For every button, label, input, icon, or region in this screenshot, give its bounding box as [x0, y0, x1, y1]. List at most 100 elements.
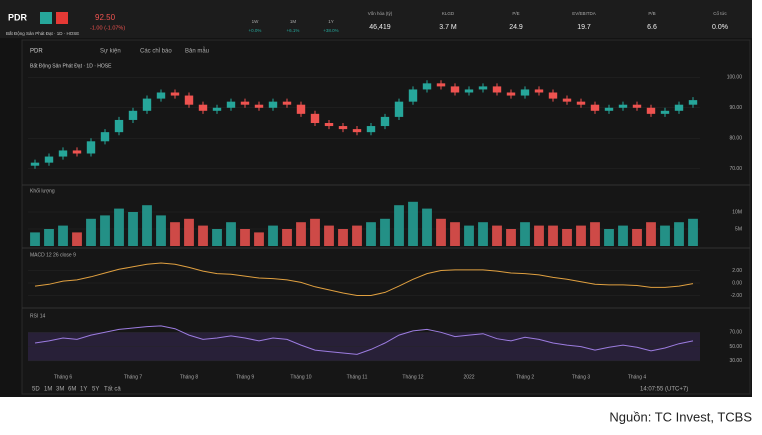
candle-body	[324, 123, 334, 127]
volume-bar	[184, 218, 194, 246]
volume-bar	[128, 212, 138, 246]
stat-label: EV/EBITDA	[572, 11, 596, 16]
candle-body	[72, 150, 82, 154]
volume-bar	[590, 222, 600, 246]
toolbar-item[interactable]: Các chỉ báo	[140, 48, 172, 55]
candle-body	[436, 83, 446, 87]
candle-body	[170, 92, 180, 96]
volume-bar	[450, 222, 460, 246]
source: Nguồn: TC Invest, TCBS	[609, 409, 752, 424]
stat-value: 0.0%	[712, 24, 728, 31]
stat-value: 19.7	[577, 24, 591, 31]
candle-body	[562, 98, 572, 102]
candle-body	[296, 104, 306, 114]
range-button[interactable]: 5D	[32, 387, 40, 393]
volume-bar	[240, 229, 250, 246]
logo	[56, 12, 68, 24]
x-tick-label: Tháng 3	[572, 374, 591, 380]
candle-body	[688, 100, 698, 105]
change-value: +6.1%	[287, 28, 300, 33]
volume-bar	[156, 215, 166, 246]
candle-body	[380, 116, 390, 127]
volume-bar	[282, 229, 292, 246]
toolbar-symbol[interactable]: PDR	[30, 49, 43, 55]
stat-value: 6.6	[647, 24, 657, 31]
stat-value: 46,419	[369, 24, 391, 31]
volume-bar	[478, 222, 488, 246]
logo	[40, 12, 52, 24]
candle-body	[86, 141, 96, 154]
range-button[interactable]: 3M	[56, 387, 64, 393]
x-tick-label: Tháng 11	[347, 374, 368, 380]
candle-body	[268, 101, 278, 108]
toolbar-item[interactable]: Sự kiện	[100, 49, 121, 55]
candle-body	[422, 83, 432, 90]
candle-body	[198, 104, 208, 111]
candle-body	[100, 132, 110, 142]
volume-bar	[114, 208, 124, 246]
volume-bar	[674, 222, 684, 246]
volume-bar	[520, 222, 530, 246]
y-tick-label: 100.00	[727, 75, 743, 81]
candle-body	[58, 150, 68, 157]
company[interactable]: Bất Động Sản Phát Đạt · 1D · HOSE	[6, 31, 79, 36]
volume-bar	[58, 225, 68, 246]
range-button[interactable]: 6M	[68, 387, 76, 393]
y-tick-label: 0.00	[732, 280, 742, 286]
volume-bar	[632, 229, 642, 246]
candle-body	[492, 86, 502, 93]
stat-value: 3.7 M	[439, 24, 457, 31]
volume-bar	[44, 229, 54, 246]
x-tick-label: Tháng 8	[180, 374, 199, 380]
stat-label: P/B	[648, 11, 655, 16]
candle-body	[310, 113, 320, 123]
candle-body	[618, 104, 628, 108]
candle-body	[590, 104, 600, 111]
y-tick-label: 70.00	[729, 330, 742, 336]
candle-body	[520, 89, 530, 96]
x-tick-label: Tháng 6	[54, 374, 73, 380]
volume-bar	[436, 218, 446, 246]
candle-body	[338, 126, 348, 130]
range-button[interactable]: 1M	[44, 387, 52, 393]
candle-body	[632, 104, 642, 108]
volume-bar	[226, 222, 236, 246]
candle-body	[450, 86, 460, 93]
y-tick-label: 70.00	[729, 166, 742, 172]
candle-body	[156, 92, 166, 99]
y-tick-label: -2.00	[731, 293, 743, 299]
candle-body	[212, 107, 222, 111]
volume-bar	[660, 225, 670, 246]
range-button[interactable]: 1Y	[80, 387, 87, 393]
volume-bar	[198, 225, 208, 246]
ticker: PDR	[8, 12, 28, 22]
candle-body	[366, 126, 376, 133]
x-tick-label: 2022	[463, 374, 474, 380]
candle-body	[352, 129, 362, 133]
volume-bar	[562, 229, 572, 246]
stat-value: 24.9	[509, 24, 523, 31]
volume-bar	[534, 225, 544, 246]
candle-body	[184, 95, 194, 105]
volume-bar	[576, 225, 586, 246]
volume-bar	[464, 225, 474, 246]
candle-body	[44, 156, 54, 163]
volume-bar	[72, 232, 82, 246]
volume-bar	[646, 222, 656, 246]
volume-bar	[296, 222, 306, 246]
change-label: 1M	[290, 19, 297, 24]
candle-body	[240, 101, 250, 105]
x-tick-label: Tháng 12	[402, 374, 423, 380]
y-tick-label: 2.00	[732, 268, 742, 274]
candle-body	[464, 89, 474, 93]
range-button[interactable]: Tất cả	[104, 387, 121, 393]
toolbar-item[interactable]: Bản mẫu	[185, 48, 209, 55]
candle-body	[674, 104, 684, 111]
stat-label: Cổ tức	[713, 10, 727, 16]
range-button[interactable]: 5Y	[92, 387, 99, 393]
candle-body	[478, 86, 488, 90]
indicator-line	[34, 262, 694, 296]
stat-label: Vốn hóa (tỷ)	[368, 10, 393, 16]
volume-bar	[366, 222, 376, 246]
